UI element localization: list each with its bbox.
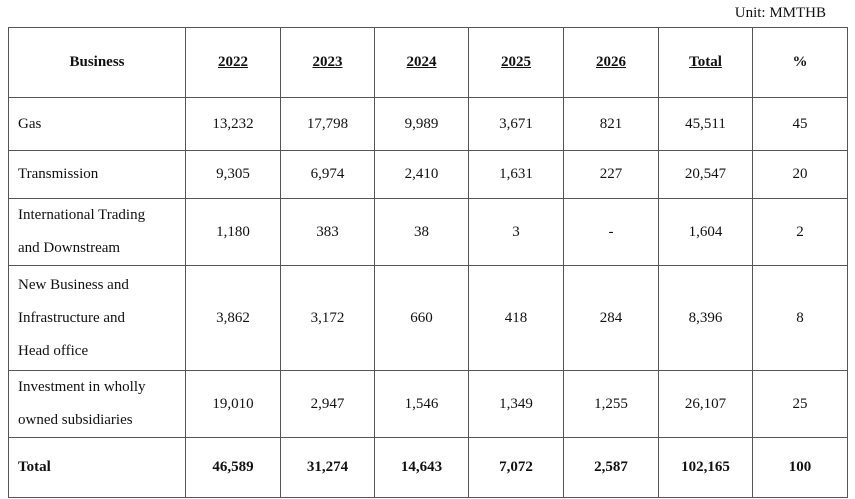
value-cell: 26,107 [658,370,753,438]
value-cell: 1,631 [468,150,564,199]
header-row: Business 2022 2023 2024 2025 2026 Total% [8,27,848,98]
data-row: International Trading and Downstream 1,180… [8,198,848,266]
table-body: Business 2022 2023 2024 2025 2026 Total% Gas 13,… [8,27,848,498]
value-cell: 2,947 [280,370,375,438]
value-cell: 2 [752,198,848,266]
row-label: Transmission [8,150,186,199]
label-line: Infrastructure and [18,309,126,326]
header-text: % [792,54,808,70]
header-cell: 2026 [563,27,659,98]
header-cell: 2023 [280,27,375,98]
value-cell: 3 [468,198,564,266]
value-cell: 6,974 [280,150,375,199]
value-cell: 38 [374,198,469,266]
data-row: Investment in wholly owned subsidiaries 19… [8,370,848,438]
value-cell: 227 [563,150,659,199]
total-cell: 100 [752,437,848,498]
value-cell: 8 [752,265,848,371]
label-line: and Downstream [18,240,121,256]
row-label: New Business and Infrastructure and Head o… [8,265,186,371]
total-cell: 7,072 [468,437,564,498]
label-line: Gas [18,115,42,132]
label-line: Investment in wholly [18,379,146,395]
value-cell: 1,546 [374,370,469,438]
value-cell: 9,305 [185,150,281,199]
value-cell: 20 [752,150,848,199]
label-line: owned subsidiaries [18,412,133,428]
header-text: 2022 [218,54,248,70]
header-cell: 2025 [468,27,564,98]
value-cell: 383 [280,198,375,266]
header-cell: 2022 [185,27,281,98]
data-row: New Business and Infrastructure and Head o… [8,265,848,371]
value-cell: 19,010 [185,370,281,438]
header-text: Business [69,54,125,70]
total-cell: 31,274 [280,437,375,498]
header-cell: Total [658,27,753,98]
value-cell: - [563,198,659,266]
value-cell: 660 [374,265,469,371]
value-cell: 3,172 [280,265,375,371]
label-line: Transmission [18,166,99,182]
label-line: New Business and [18,276,129,293]
value-cell: 9,989 [374,97,469,151]
row-label: International Trading and Downstream [8,198,186,266]
value-cell: 3,862 [185,265,281,371]
total-cell: 2,587 [563,437,659,498]
value-cell: 17,798 [280,97,375,151]
capex-table: Business 2022 2023 2024 2025 2026 Total% Gas 13,… [8,27,848,498]
value-cell: 1,180 [185,198,281,266]
value-cell: 20,547 [658,150,753,199]
value-cell: 13,232 [185,97,281,151]
value-cell: 2,410 [374,150,469,199]
header-cell: % [752,27,848,98]
total-row: Total 46,589 31,274 14,643 7,072 2,587 102,165… [8,437,848,498]
row-label: Gas [8,97,186,151]
header-cell: 2024 [374,27,469,98]
value-cell: 418 [468,265,564,371]
data-row: Transmission 9,305 6,974 2,410 1,631 227 20,54… [8,150,848,199]
value-cell: 821 [563,97,659,151]
value-cell: 25 [752,370,848,438]
value-cell: 8,396 [658,265,753,371]
data-row: Gas 13,232 17,798 9,989 3,671 821 45,511 45 [8,97,848,151]
value-cell: 45 [752,97,848,151]
unit-label: Unit: MMTHB [734,5,826,21]
header-text: 2026 [596,54,626,70]
value-cell: 1,255 [563,370,659,438]
total-cell: 14,643 [374,437,469,498]
value-cell: 284 [563,265,659,371]
header-text: Total [689,54,722,70]
label-line: International Trading [18,207,146,223]
label-line: Head office [18,342,89,359]
total-label: Total [8,437,186,498]
header-cell: Business [8,27,186,98]
value-cell: 1,349 [468,370,564,438]
header-text: 2025 [501,54,531,70]
header-text: 2024 [406,54,437,70]
header-text: 2023 [312,54,343,70]
value-cell: 45,511 [658,97,753,151]
total-cell: 46,589 [185,437,281,498]
row-label: Investment in wholly owned subsidiaries [8,370,186,438]
total-cell: 102,165 [658,437,753,498]
value-cell: 1,604 [658,198,753,266]
value-cell: 3,671 [468,97,564,151]
